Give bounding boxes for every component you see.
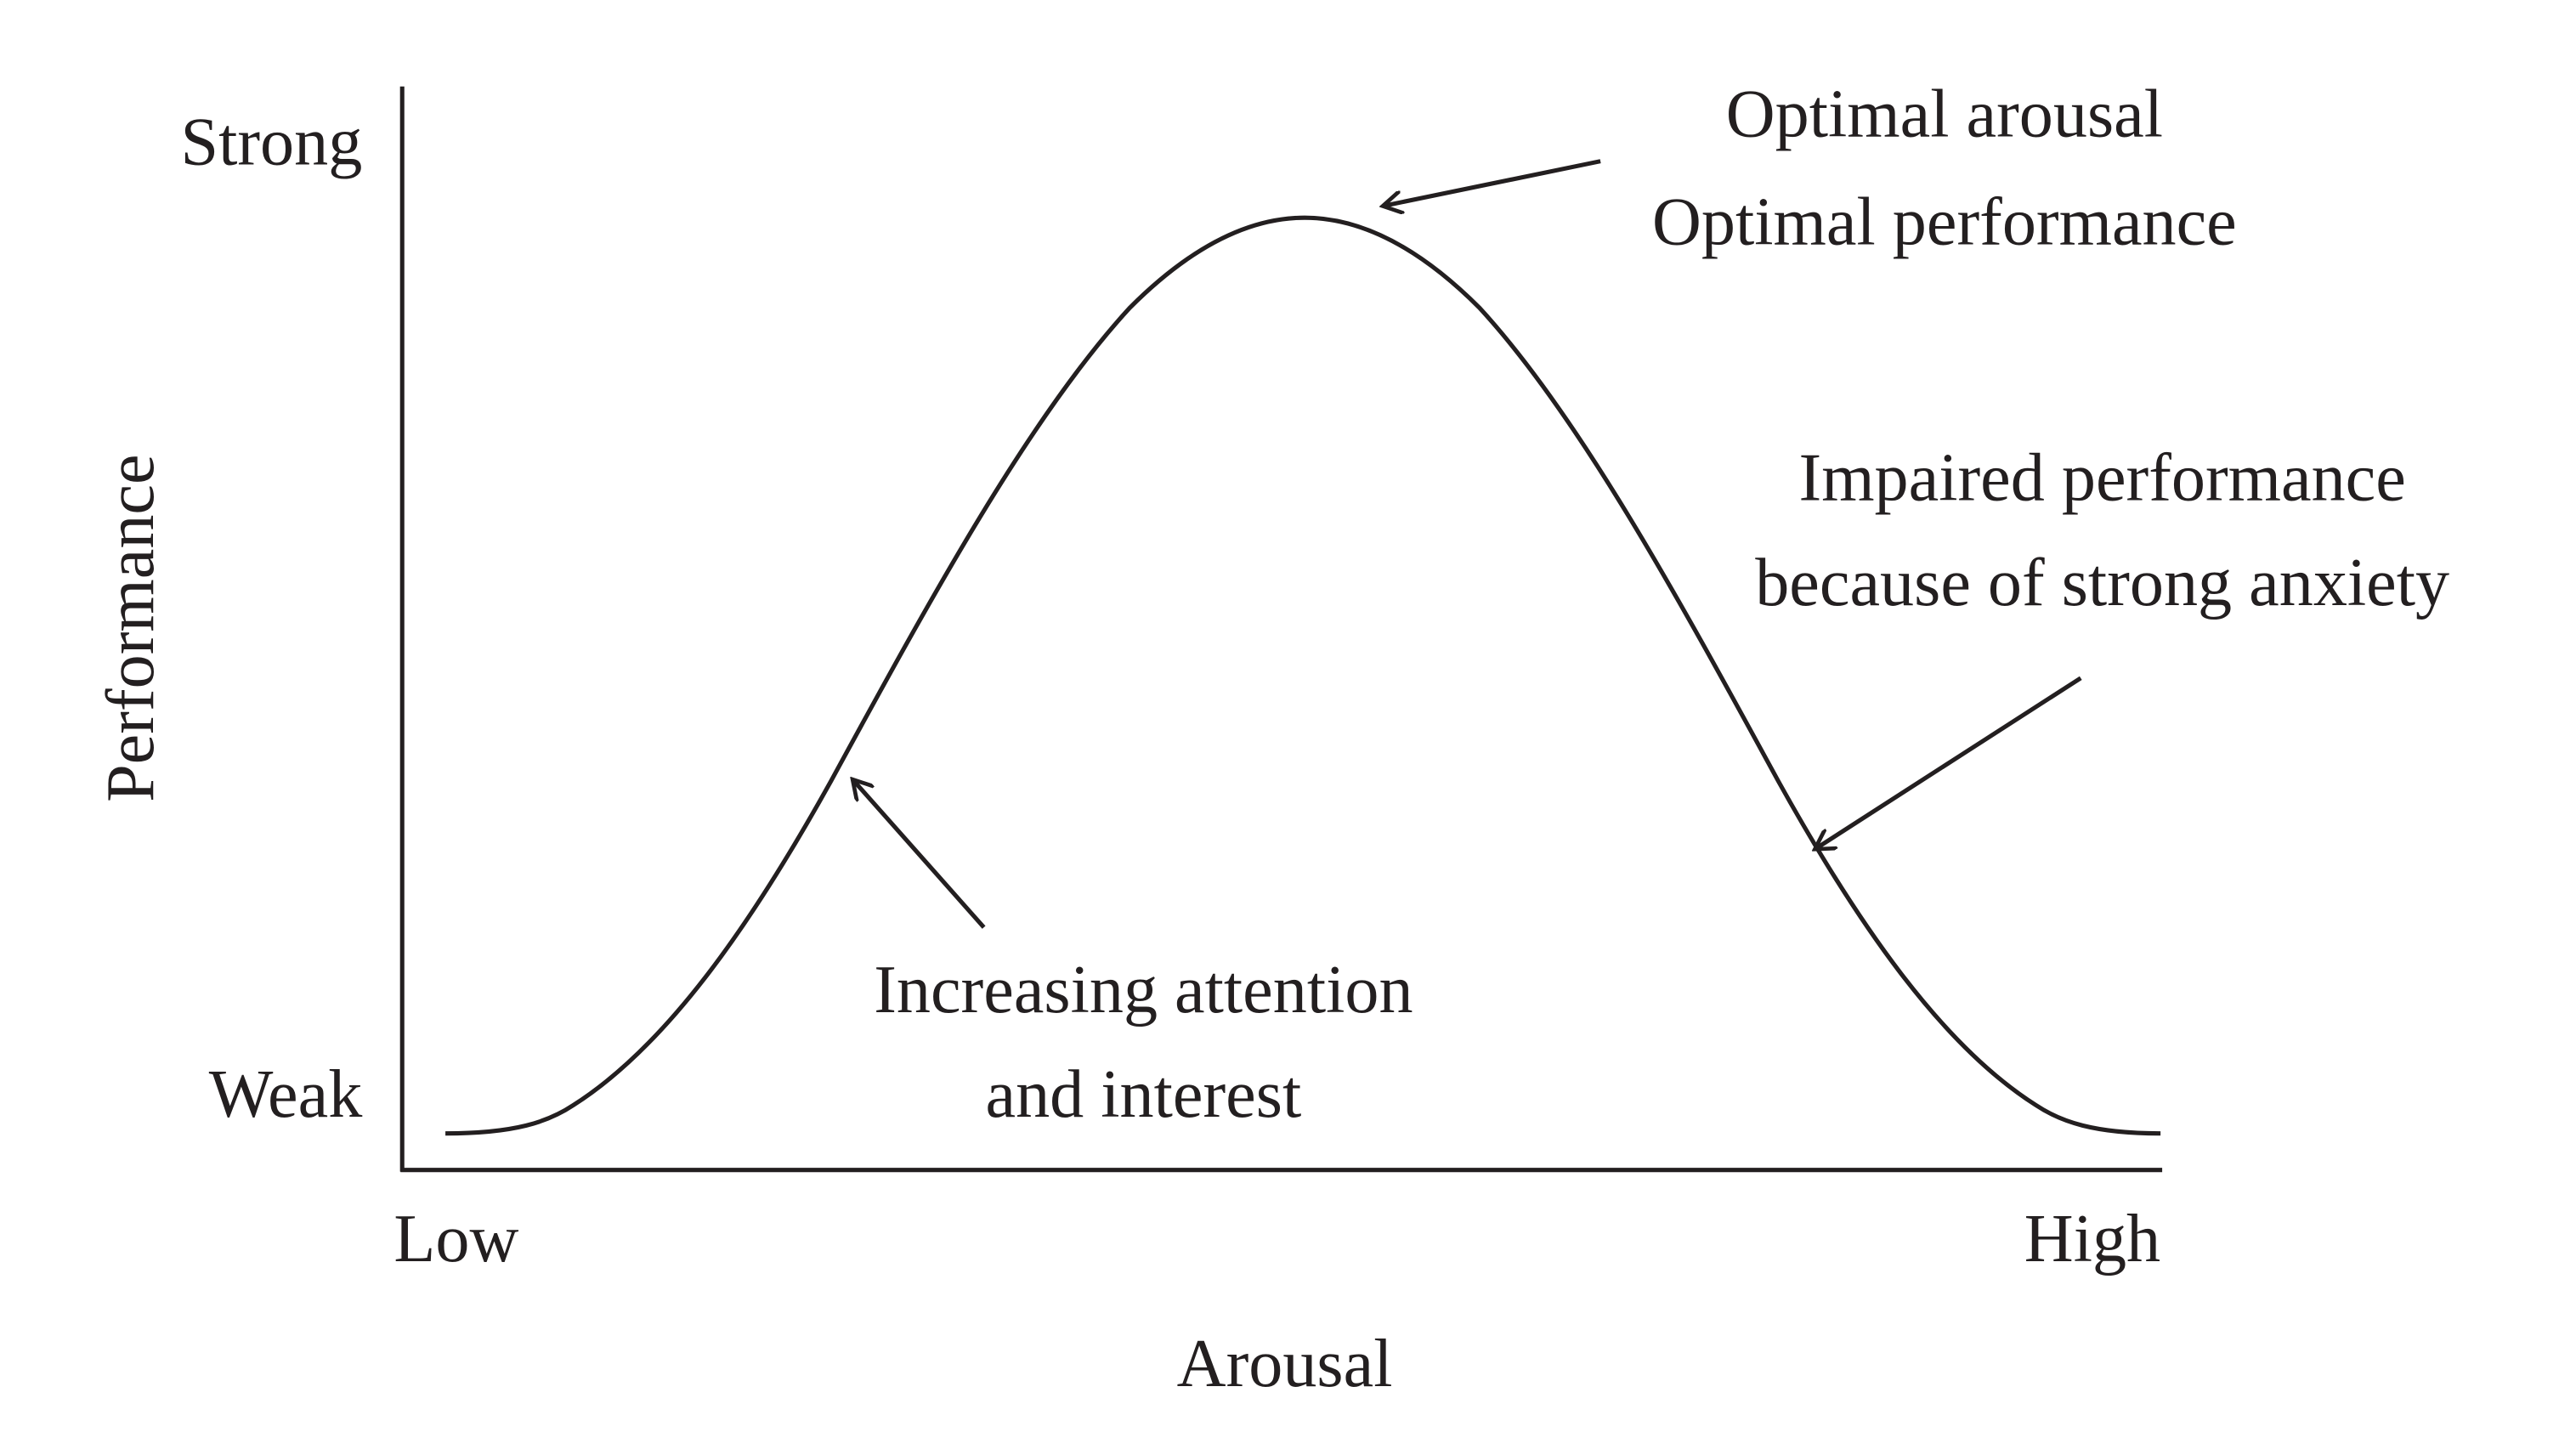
- arrow: [1383, 159, 1601, 207]
- annotation: Increasing attention: [874, 953, 1413, 1027]
- annotation: because of strong anxiety: [1755, 546, 2449, 620]
- arrow: [852, 779, 986, 929]
- annotation: Impaired performance: [1799, 441, 2406, 516]
- x-left-label: Low: [393, 1202, 518, 1276]
- x-axis-title: Arousal: [1177, 1327, 1393, 1401]
- y-top-label: Strong: [181, 105, 363, 180]
- annotation: Optimal performance: [1652, 184, 2237, 259]
- y-bottom-label: Weak: [209, 1057, 363, 1132]
- y-axis-title: Performance: [93, 454, 168, 801]
- annotation: Optimal arousal: [1726, 76, 2163, 151]
- annotation: and interest: [986, 1057, 1302, 1132]
- arrow: [1815, 676, 2082, 849]
- curve: [445, 215, 2161, 1136]
- x-right-label: High: [2024, 1202, 2160, 1276]
